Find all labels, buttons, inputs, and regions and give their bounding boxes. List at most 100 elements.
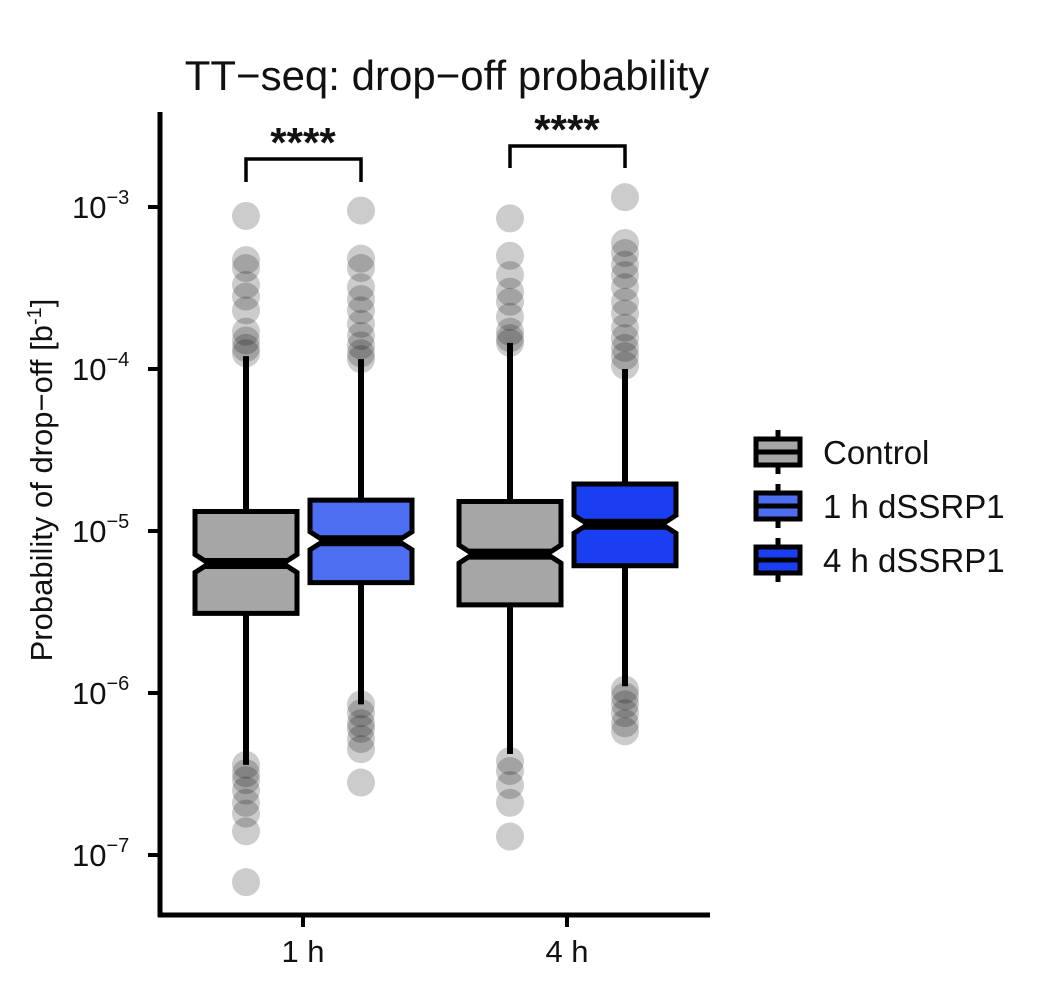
outlier-point	[496, 261, 524, 290]
y-axis-label-sup: -1	[24, 307, 46, 325]
outlier-point	[347, 735, 375, 764]
outlier-point	[232, 296, 260, 325]
outlier-point	[611, 261, 639, 290]
box-0	[192, 201, 300, 897]
chart-title: TT−seq: drop−off probability	[185, 52, 710, 99]
y-tick-label-2: 10−5	[72, 511, 129, 549]
y-tick-label-3: 10−4	[72, 349, 129, 387]
outlier-point	[232, 868, 260, 897]
outlier-point	[496, 771, 524, 800]
box-3	[571, 183, 679, 746]
outlier-point	[232, 282, 260, 311]
outlier-point	[611, 699, 639, 728]
outlier-point	[611, 342, 639, 371]
significance-bracket-0	[244, 157, 363, 182]
outlier-point	[347, 709, 375, 738]
outlier-point	[347, 345, 375, 374]
outlier-point	[347, 321, 375, 350]
outlier-point	[611, 690, 639, 719]
outlier-point	[611, 299, 639, 328]
outlier-point	[496, 277, 524, 306]
significance-label-1: ****	[534, 106, 600, 153]
y-tick-exponent: −3	[106, 187, 129, 209]
outlier-point	[347, 714, 375, 743]
outlier-point	[232, 246, 260, 275]
legend-label-2: 4 h dSSRP1	[823, 542, 1005, 579]
outlier-point	[611, 228, 639, 257]
y-axis-label: Probability of drop−off [b-1]	[24, 299, 59, 662]
y-axis-label-end: ]	[24, 299, 59, 308]
outlier-point	[496, 788, 524, 817]
y-tick-exponent: −5	[106, 511, 129, 533]
outlier-point	[232, 750, 260, 779]
outlier-point	[347, 690, 375, 719]
outlier-point	[232, 799, 260, 828]
box-1	[307, 196, 415, 797]
significance-bracket-1	[508, 144, 627, 168]
outlier-point	[347, 768, 375, 797]
y-tick-base: 10	[72, 352, 106, 387]
outlier-point	[611, 183, 639, 212]
y-tick-label-0: 10−7	[72, 835, 129, 873]
outlier-point	[611, 717, 639, 746]
outlier-point	[611, 239, 639, 268]
outlier-point	[611, 333, 639, 362]
outlier-point	[611, 682, 639, 711]
outlier-point	[232, 254, 260, 283]
outlier-point	[611, 287, 639, 316]
outlier-point	[232, 326, 260, 355]
outlier-point	[232, 776, 260, 805]
outlier-point	[496, 204, 524, 233]
outlier-point	[611, 273, 639, 302]
outlier-point	[496, 747, 524, 776]
outlier-point	[347, 339, 375, 368]
outlier-point	[232, 759, 260, 788]
y-tick-label-4: 10−3	[72, 187, 129, 225]
legend: Control 1 h dSSRP1 4 h dSSRP1	[753, 430, 1005, 582]
legend-label-0: Control	[823, 434, 929, 471]
outlier-point	[232, 201, 260, 230]
outlier-point	[347, 254, 375, 283]
outlier-point	[496, 324, 524, 353]
outlier-point	[347, 725, 375, 754]
y-tick-base: 10	[72, 838, 106, 873]
y-tick-exponent: −4	[106, 349, 129, 371]
outlier-point	[496, 822, 524, 851]
outlier-point	[347, 244, 375, 273]
outlier-point	[347, 699, 375, 728]
outlier-point	[496, 241, 524, 270]
outlier-point	[611, 709, 639, 738]
outlier-point	[611, 313, 639, 342]
legend-item-1: 1 h dSSRP1	[753, 484, 1005, 528]
outlier-point	[496, 317, 524, 346]
outlier-point	[232, 271, 260, 300]
x-tick-label-1: 4 h	[545, 934, 588, 969]
outlier-point	[496, 287, 524, 316]
y-tick-base: 10	[72, 676, 106, 711]
outlier-point	[611, 675, 639, 704]
outlier-point	[232, 339, 260, 368]
outlier-point	[496, 757, 524, 786]
legend-item-0: Control	[753, 430, 929, 474]
outlier-point	[611, 324, 639, 353]
y-axis-label-main: Probability of drop−off [b	[24, 325, 59, 661]
outlier-point	[347, 196, 375, 225]
outlier-point	[232, 766, 260, 795]
y-tick-base: 10	[72, 190, 106, 225]
box-2	[456, 204, 564, 851]
outlier-point	[347, 285, 375, 314]
outlier-point	[232, 817, 260, 846]
outlier-point	[232, 317, 260, 346]
y-tick-exponent: −7	[106, 835, 129, 857]
outlier-point	[611, 351, 639, 380]
outlier-point	[232, 788, 260, 817]
legend-item-2: 4 h dSSRP1	[753, 538, 1005, 582]
outlier-point	[496, 328, 524, 357]
y-tick-exponent: −6	[106, 673, 129, 695]
outlier-point	[611, 250, 639, 279]
outlier-point	[232, 333, 260, 362]
significance-label-0: ****	[270, 119, 336, 166]
